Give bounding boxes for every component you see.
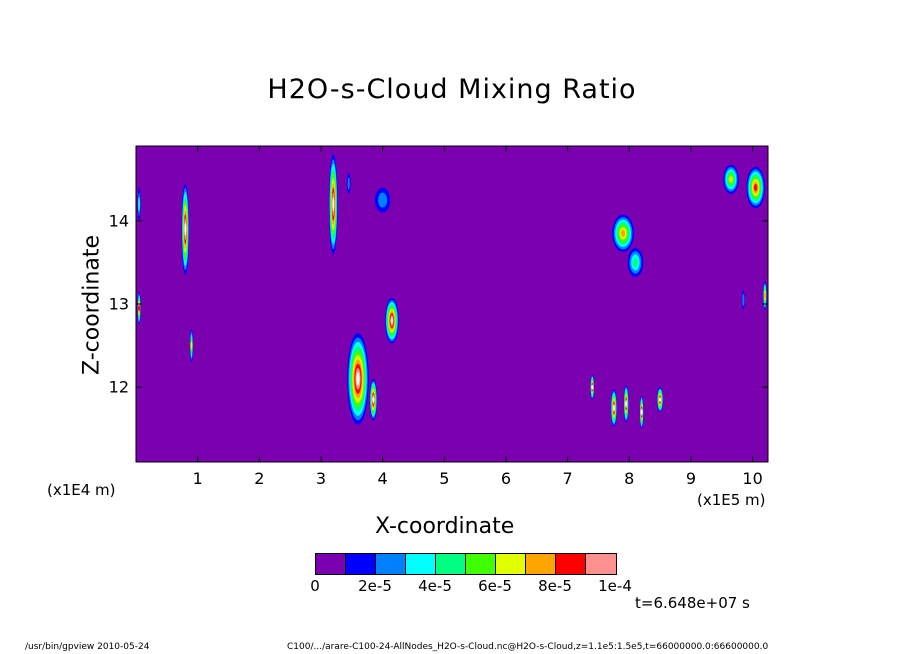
- colorbar: [315, 553, 617, 575]
- cloud-feature-0: [181, 183, 190, 275]
- colorbar-label: 6e-5: [478, 577, 512, 595]
- footer-source: C100/.../arare-C100-24-AllNodes_H2O-s-Cl…: [287, 642, 769, 652]
- cloud-feature-7: [385, 297, 399, 344]
- cloud-feature-20: [742, 289, 745, 311]
- cloud-feature-4: [374, 187, 391, 213]
- colorbar-swatch: [526, 554, 556, 574]
- cloud-feature-12: [590, 374, 595, 400]
- cloud-feature-18: [746, 166, 765, 209]
- colorbar-label: 4e-5: [418, 577, 452, 595]
- cloud-feature-10: [612, 214, 634, 253]
- y-tick-label: 12: [108, 377, 129, 397]
- colorbar-label: 8e-5: [538, 577, 572, 595]
- cloud-feature-9: [137, 187, 141, 221]
- x-tick-label: 6: [500, 469, 512, 488]
- cloud-feature-16: [657, 387, 664, 413]
- cloud-feature-17: [723, 164, 739, 194]
- colorbar-swatch: [556, 554, 586, 574]
- colorbar-swatch: [466, 554, 496, 574]
- y-axis-unit: (x1E4 m): [47, 481, 116, 499]
- colorbar-swatch: [586, 554, 616, 574]
- cloud-feature-13: [610, 389, 617, 427]
- colorbar-swatch: [316, 554, 346, 574]
- cloud-feature-2: [328, 154, 338, 255]
- x-tick-label: 10: [742, 469, 763, 488]
- chart-title: H2O-s-Cloud Mixing Ratio: [267, 74, 637, 105]
- colorbar-label: 2e-5: [358, 577, 392, 595]
- cloud-feature-1: [189, 328, 194, 363]
- x-tick-label: 7: [562, 469, 573, 488]
- x-tick-label: 3: [315, 469, 327, 488]
- cloud-feature-3: [346, 173, 351, 194]
- colorbar-swatch: [346, 554, 376, 574]
- footer-command: /usr/bin/gpview 2010-05-24: [25, 642, 150, 652]
- colorbar-label: 0: [310, 577, 320, 595]
- x-tick-label: 8: [624, 469, 635, 488]
- x-tick-label: 9: [685, 469, 697, 488]
- y-axis-label: Z-coordinate: [79, 235, 105, 375]
- y-tick-label: 14: [108, 211, 129, 231]
- cloud-feature-6: [369, 378, 378, 421]
- cloud-feature-8: [137, 291, 141, 325]
- colorbar-swatch: [496, 554, 526, 574]
- x-tick-label: 2: [254, 469, 265, 488]
- colorbar-label: 1e-4: [598, 577, 632, 595]
- cloud-feature-15: [639, 395, 644, 429]
- x-axis-unit: (x1E5 m): [697, 491, 766, 509]
- cloud-feature-19: [763, 281, 767, 311]
- x-tick-label: 5: [439, 469, 450, 488]
- colorbar-swatch: [376, 554, 406, 574]
- y-tick-label: 13: [108, 294, 129, 314]
- cloud-feature-14: [623, 385, 629, 423]
- x-axis-label: X-coordinate: [375, 514, 515, 539]
- colorbar-swatch: [406, 554, 436, 574]
- time-info: t=6.648e+07 s: [635, 594, 750, 612]
- cloud-feature-11: [627, 247, 644, 277]
- plot-background: [136, 146, 768, 462]
- colorbar-swatch: [436, 554, 466, 574]
- x-tick-label: 1: [192, 469, 203, 488]
- x-tick-label: 4: [377, 469, 388, 488]
- cloud-feature-5: [347, 333, 369, 425]
